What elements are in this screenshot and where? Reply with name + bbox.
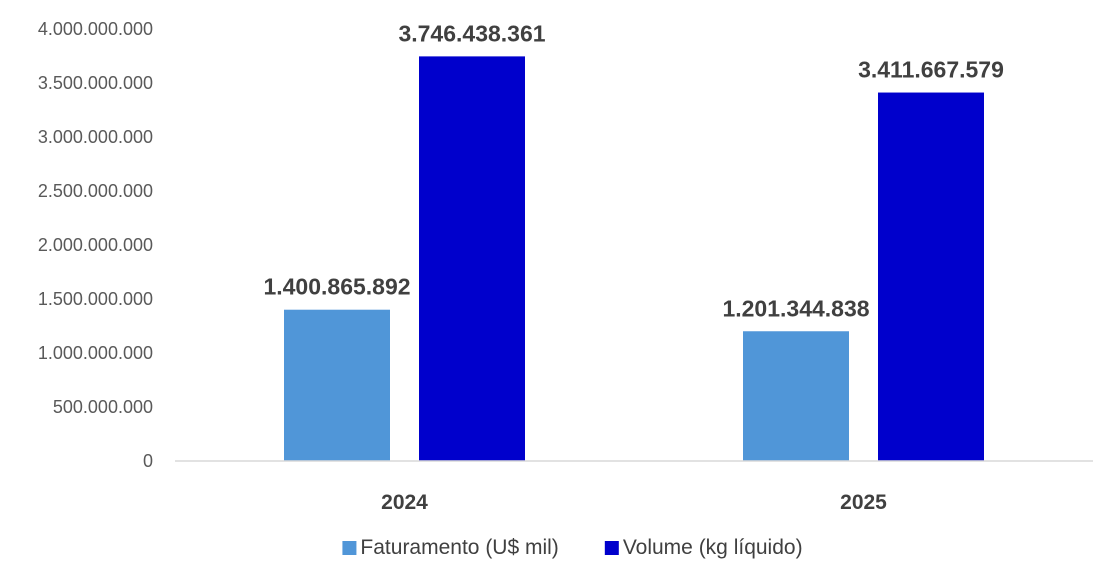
bar-2025-series-1	[878, 92, 984, 461]
data-label: 1.400.865.892	[263, 274, 410, 300]
category-labels: 2024 2025	[381, 491, 887, 514]
y-tick-label: 1.500.000.000	[38, 289, 153, 309]
y-tick-label: 1.000.000.000	[38, 343, 153, 363]
legend-label: Volume (kg líquido)	[623, 536, 803, 559]
legend-swatch-series-0	[342, 541, 357, 555]
y-tick-label: 3.500.000.000	[38, 73, 153, 93]
legend-swatch-series-1	[604, 541, 619, 555]
bar-2024-series-1	[419, 56, 525, 462]
data-label: 3.411.667.579	[858, 57, 1004, 83]
y-tick-label: 0	[143, 451, 153, 471]
y-tick-label: 500.000.000	[53, 397, 153, 417]
legend-label: Faturamento (U$ mil)	[360, 536, 558, 559]
y-tick-label: 4.000.000.000	[38, 19, 153, 39]
data-labels: 1.400.865.892 3.746.438.361 1.201.344.838 3…	[263, 20, 1003, 321]
data-label: 3.746.438.361	[398, 20, 545, 46]
bar-2024-series-0	[284, 309, 390, 461]
data-label: 1.201.344.838	[722, 295, 869, 321]
x-category-label: 2025	[840, 491, 887, 514]
y-tick-label: 2.000.000.000	[38, 235, 153, 255]
bar-2025-series-0	[743, 331, 849, 461]
legend: Faturamento (U$ mil) Volume (kg líquido)	[342, 536, 803, 559]
x-category-label: 2024	[381, 491, 428, 514]
y-axis-ticks: 0 500.000.000 1.000.000.000 1.500.000.000 2.…	[38, 19, 153, 471]
y-tick-label: 3.000.000.000	[38, 127, 153, 147]
y-tick-label: 2.500.000.000	[38, 181, 153, 201]
bars	[284, 56, 984, 462]
